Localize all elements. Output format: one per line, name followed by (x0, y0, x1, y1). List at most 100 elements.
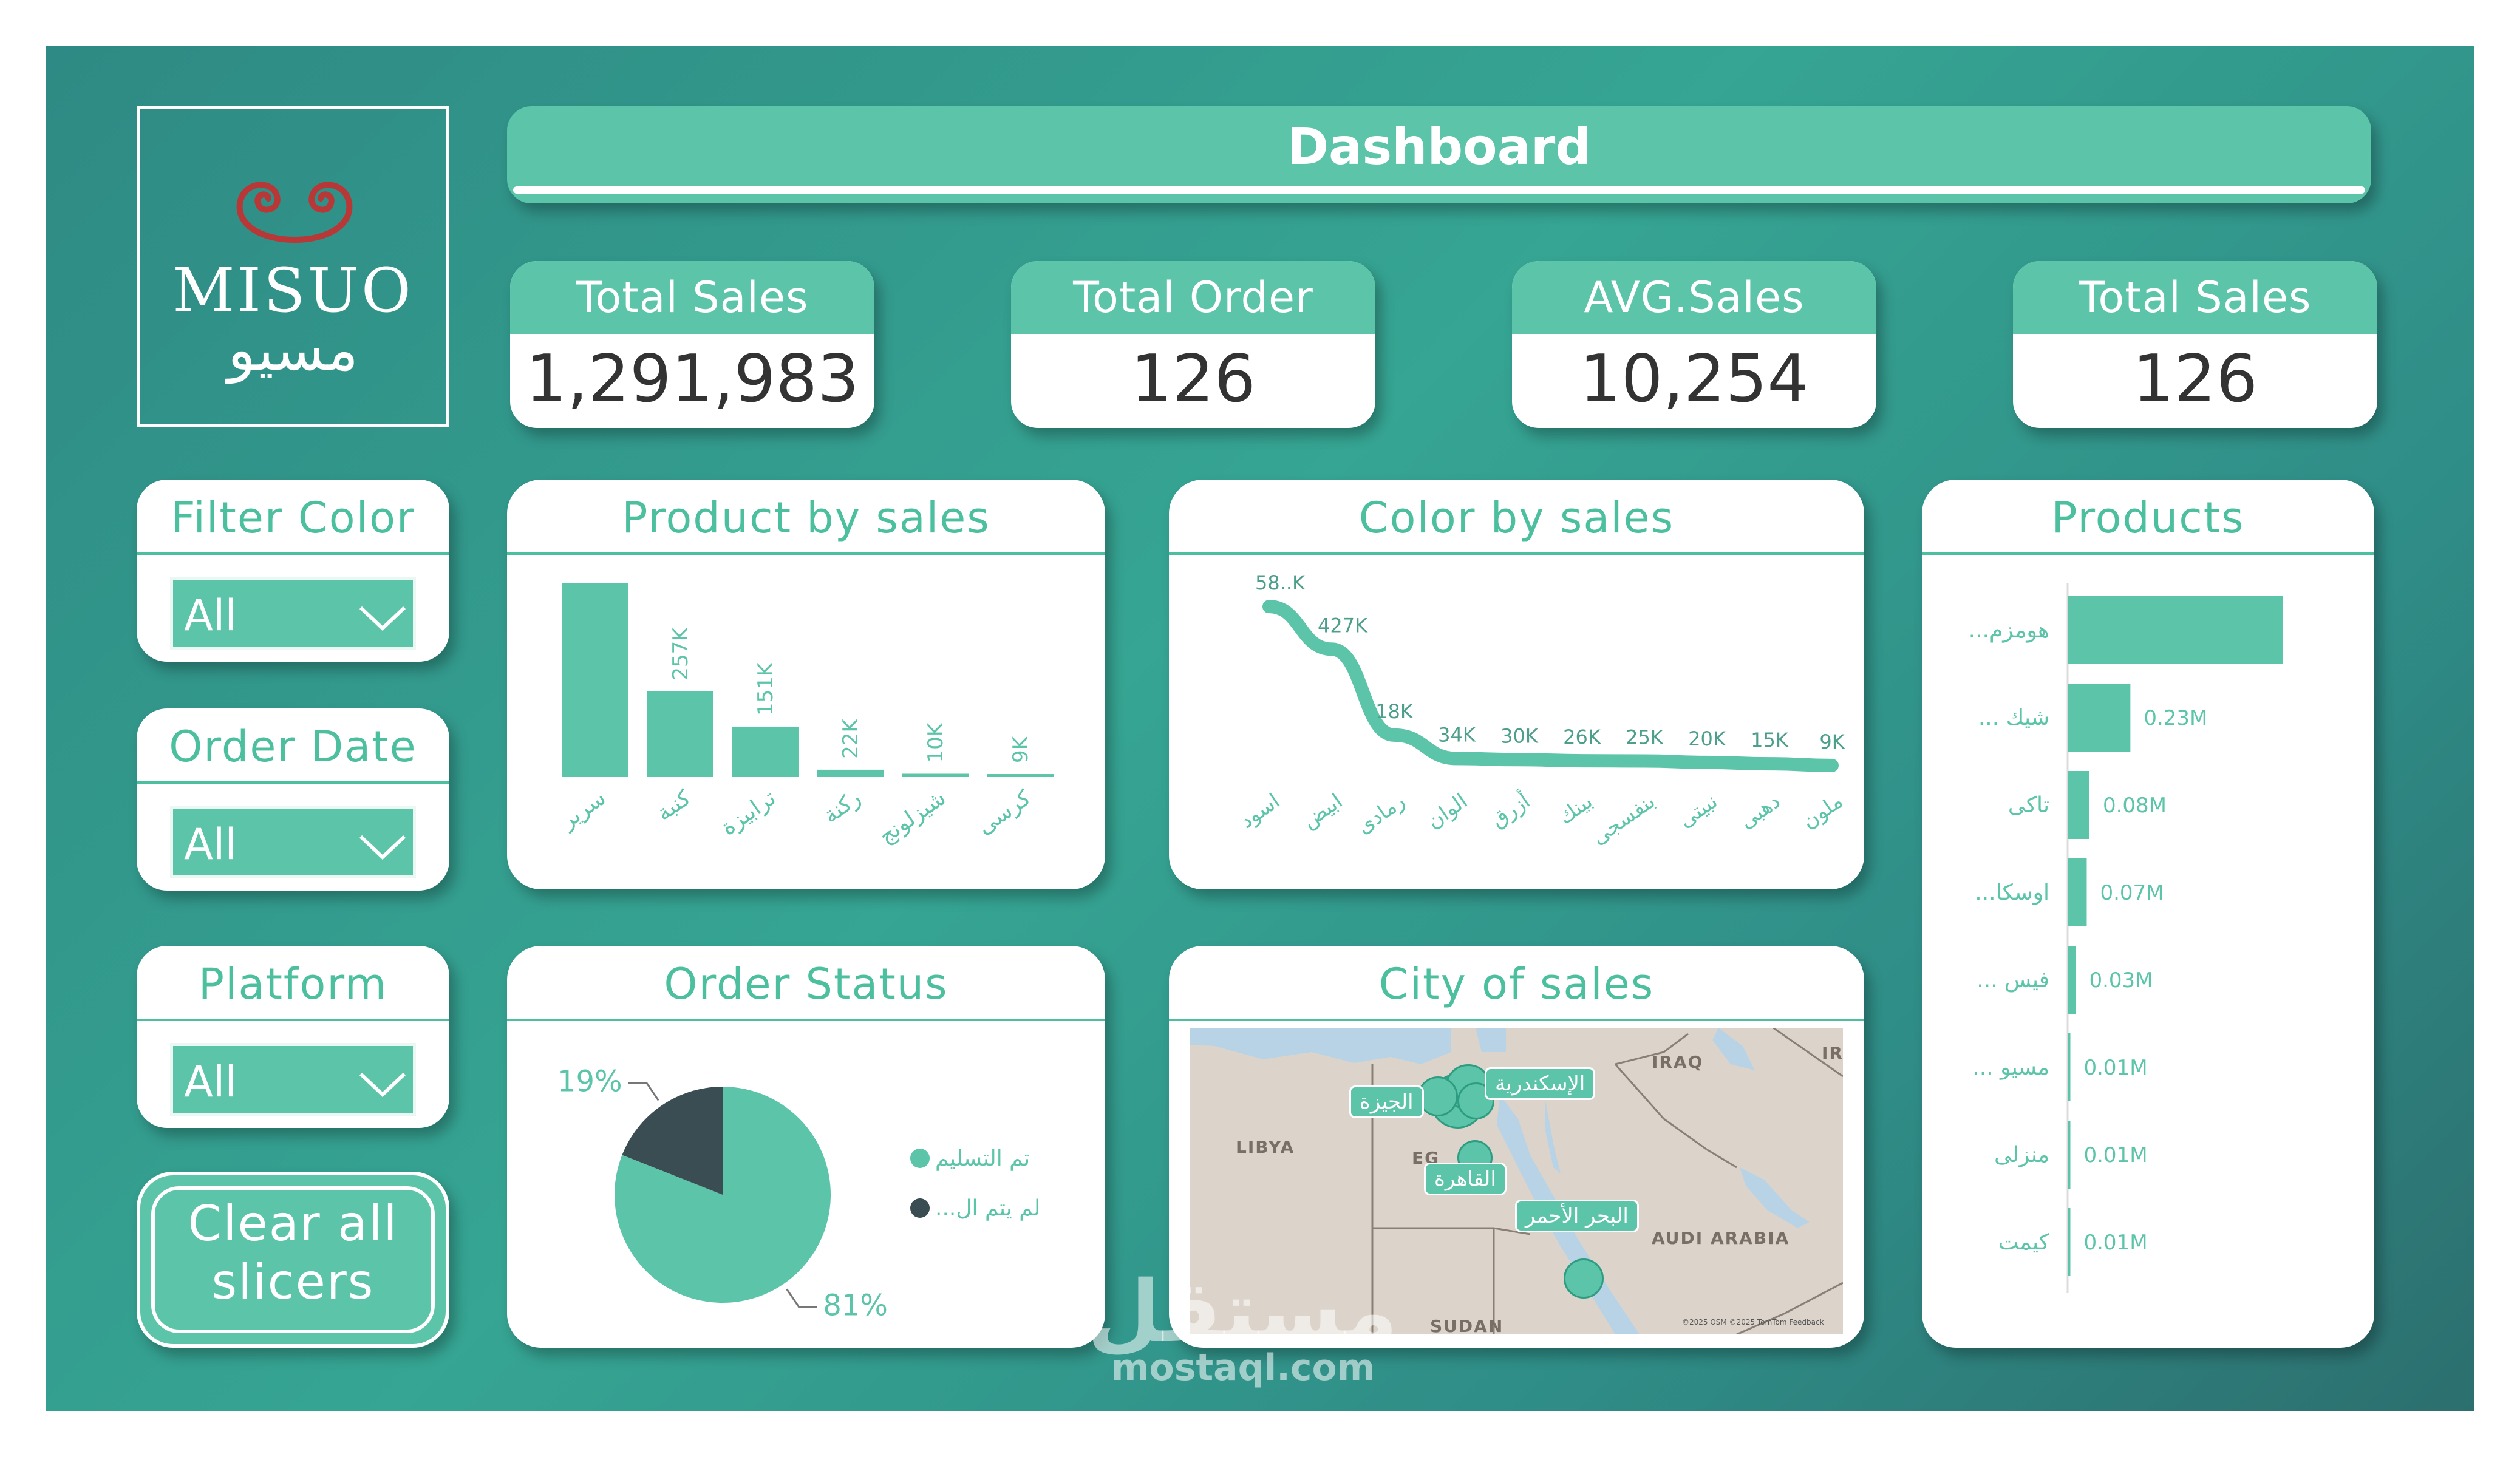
city-of-sales-card: City of sales LIBYA IRAQ AUDI ARABIA SUD… (1169, 946, 1864, 1348)
y-tick-label: تاكى (2008, 793, 2049, 818)
kpi-value: 10,254 (1579, 341, 1809, 417)
product-bar-chart: سرير 257K كنبة 151K ترابيزة 22K ركنة 10K شيزلونج… (556, 583, 1054, 849)
x-tick-label: ترابيزة (717, 786, 780, 841)
y-tick-label: ...هومزم (1969, 618, 2049, 643)
dashboard-canvas: MISUO مسيو Dashboard Total Sales 1,291,9… (46, 46, 2474, 1411)
bar (817, 769, 884, 777)
data-label: 0.01M (2083, 1231, 2147, 1255)
data-label: 20K (1688, 727, 1726, 750)
clear-button-line1: Clear all (188, 1195, 398, 1252)
order-status-card: Order Status 81% 19% تم التسليم ...لم يتم ا… (507, 946, 1105, 1348)
data-label: 18K (1375, 700, 1414, 723)
data-point (1267, 605, 1271, 609)
data-point (1830, 763, 1834, 767)
card-divider (1169, 1019, 1864, 1021)
map-country-label: SUDAN (1430, 1316, 1504, 1334)
clear-button-label: Clear all slicers (140, 1195, 446, 1311)
data-label: 25K (1626, 726, 1664, 749)
x-tick-label: بنفسجى (1587, 789, 1660, 850)
button-inner-border (151, 1186, 435, 1333)
map-bubble[interactable] (1418, 1076, 1458, 1116)
x-tick-label: اسود (1235, 789, 1284, 834)
chevron-down-icon (359, 1072, 406, 1098)
bar (2068, 596, 2283, 664)
kpi-value: 126 (2132, 341, 2258, 417)
legend-label: تم التسليم (935, 1146, 1030, 1171)
data-label: 0.01M (2083, 1056, 2147, 1080)
dropdown-value: All (184, 591, 237, 640)
page-title: Dashboard (1287, 118, 1592, 176)
color-by-sales-card: Color by sales 58..K اسود 427K ابيض 18K رمادى… (1169, 480, 1864, 889)
x-tick-label: بينك (1554, 789, 1597, 829)
order-date-dropdown[interactable]: All (170, 806, 416, 878)
brand-name-en: MISUO (172, 255, 414, 326)
pie-slice (622, 1087, 723, 1195)
leader-line (628, 1082, 659, 1101)
data-label: 427K (1318, 614, 1368, 637)
x-tick-label: ملون (1797, 789, 1847, 834)
data-label: 0.23M (2144, 706, 2207, 730)
x-tick-label: دهبى (1735, 789, 1785, 834)
kpi-value: 126 (1130, 341, 1256, 417)
data-label: 15K (1751, 728, 1789, 752)
map-city-label: الجيزة (1349, 1085, 1424, 1118)
city-map[interactable]: LIBYA IRAQ AUDI ARABIA SUDAN EG IR الإسك… (1190, 1028, 1843, 1334)
data-label: 19% (557, 1065, 622, 1099)
bar (647, 691, 713, 777)
chevron-down-icon (359, 835, 406, 860)
card-divider (507, 1019, 1105, 1021)
card-title: Order Status (664, 959, 948, 1009)
banner-underline (513, 186, 2365, 194)
watermark-url: mostaql.com (1111, 1347, 1375, 1389)
x-tick-label: الوان (1422, 789, 1472, 834)
bar (2068, 946, 2076, 1014)
order-status-pie-chart: 81% 19% تم التسليم ...لم يتم ال (557, 1065, 1040, 1323)
header-banner: Dashboard (507, 106, 2371, 203)
slicer-title: Order Date (169, 722, 417, 772)
bar (2068, 858, 2087, 926)
legend-swatch (910, 1149, 930, 1168)
y-tick-label: ...اوسكا (1975, 880, 2049, 905)
filter-color-dropdown[interactable]: All (170, 577, 416, 650)
kpi-value: 1,291,983 (525, 341, 859, 417)
bar (2068, 1033, 2071, 1101)
bar (562, 583, 628, 777)
clear-all-slicers-button[interactable]: Clear all slicers (137, 1172, 449, 1348)
data-label: 34K (1438, 723, 1476, 746)
map-country-label: AUDI ARABIA (1652, 1228, 1790, 1248)
data-label: 9K (1009, 735, 1033, 763)
bar (732, 726, 799, 777)
brand-logo: MISUO مسيو (137, 106, 449, 427)
kpi-label: Total Sales (510, 261, 874, 334)
slicer-title: Platform (198, 959, 388, 1009)
data-label: 30K (1500, 724, 1539, 747)
data-point (1643, 759, 1646, 763)
data-label: 9K (1819, 730, 1845, 753)
filter-color-slicer: Filter Color All (137, 480, 449, 662)
data-label: 257K (669, 627, 693, 681)
platform-dropdown[interactable]: All (170, 1043, 416, 1116)
data-point (1330, 647, 1333, 651)
x-tick-label: نبيتى (1674, 789, 1722, 833)
kpi-avg-sales: AVG.Sales 10,254 (1512, 261, 1876, 428)
map-city-label: القاهرة (1424, 1163, 1507, 1195)
order-date-slicer: Order Date All (137, 708, 449, 891)
chevron-down-icon (359, 606, 406, 631)
product-by-sales-card: Product by sales سرير 257K كنبة 151K ترابيزة… (507, 480, 1105, 889)
map-base (1190, 1028, 1843, 1334)
data-point (1768, 762, 1771, 766)
x-tick-label: رمادى (1352, 789, 1409, 840)
data-label: 22K (839, 718, 863, 759)
bar (2068, 771, 2089, 839)
data-point (1705, 760, 1709, 764)
kpi-label: Total Order (1011, 261, 1375, 334)
data-label: 0.07M (2100, 881, 2164, 905)
x-tick-label: شيزلونج (874, 786, 950, 849)
map-bubble[interactable] (1564, 1258, 1604, 1299)
products-card: Products ...هومزم ... شيك 0.23M تاكى 0.08M..… (1922, 480, 2374, 1348)
bar (2068, 1121, 2071, 1189)
products-hbar-chart: ...هومزم ... شيك 0.23M تاكى 0.08M ...اوسكا 0.0… (1969, 583, 2283, 1293)
clear-button-line2: slicers (211, 1254, 375, 1310)
card-divider (507, 552, 1105, 555)
legend-label: ...لم يتم ال (935, 1196, 1040, 1221)
